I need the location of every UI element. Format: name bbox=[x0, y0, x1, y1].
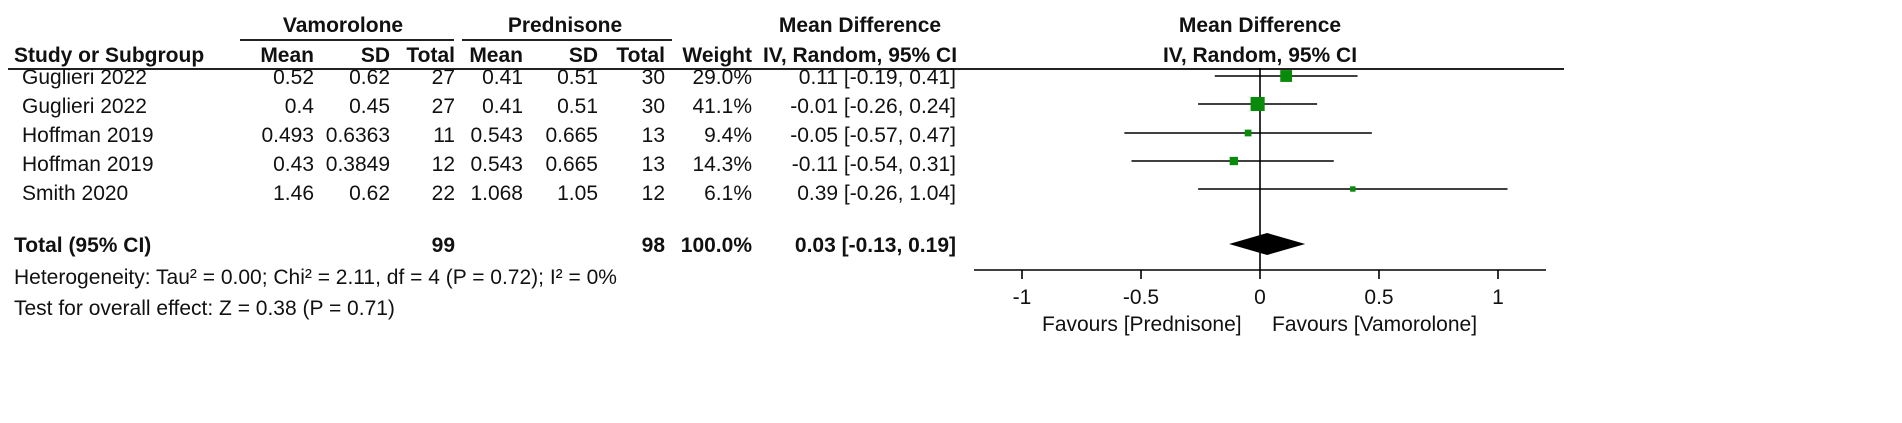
mean2-cell: 0.543 bbox=[470, 124, 523, 147]
weight-cell: 29.0% bbox=[692, 66, 752, 89]
study-name: Hoffman 2019 bbox=[22, 153, 154, 176]
ci-cell: -0.11 [-0.54, 0.31] bbox=[791, 153, 956, 176]
group2-underline bbox=[462, 39, 672, 41]
ci-cell: -0.05 [-0.57, 0.47] bbox=[790, 124, 956, 147]
mean1-cell: 0.493 bbox=[261, 124, 314, 147]
effect-title: Mean Difference bbox=[778, 14, 942, 37]
study-effect-marker bbox=[1244, 129, 1252, 137]
mean2-cell: 0.41 bbox=[482, 95, 523, 118]
total2-cell: 30 bbox=[641, 66, 665, 89]
total2-cell: 13 bbox=[641, 124, 665, 147]
col-mean1: Mean bbox=[260, 44, 314, 67]
total-weight: 100.0% bbox=[680, 234, 752, 257]
study-name: Guglieri 2022 bbox=[22, 95, 147, 118]
total1-sum: 99 bbox=[431, 234, 455, 257]
ci-cell: 0.39 [-0.26, 1.04] bbox=[797, 182, 956, 205]
col-total1: Total bbox=[406, 44, 455, 67]
weight-cell: 6.1% bbox=[704, 182, 752, 205]
col-mean2: Mean bbox=[469, 44, 523, 67]
overall-effect-diamond bbox=[1229, 233, 1306, 255]
study-effect-marker bbox=[1280, 70, 1293, 82]
ci-cell: 0.11 [-0.19, 0.41] bbox=[798, 66, 956, 89]
group1-underline bbox=[240, 39, 454, 41]
sd1-cell: 0.3849 bbox=[325, 153, 390, 176]
sd2-cell: 0.665 bbox=[545, 153, 598, 176]
mean1-cell: 0.52 bbox=[273, 66, 314, 89]
x-tick-label: 0.5 bbox=[1364, 286, 1393, 309]
overall-effect-text: Test for overall effect: Z = 0.38 (P = 0… bbox=[14, 297, 395, 320]
heterogeneity-text: Heterogeneity: Tau² = 0.00; Chi² = 2.11,… bbox=[14, 266, 617, 289]
col-ci: IV, Random, 95% CI bbox=[762, 44, 958, 67]
total2-cell: 30 bbox=[641, 95, 665, 118]
plot-subtitle: IV, Random, 95% CI bbox=[1162, 44, 1358, 67]
mean1-cell: 1.46 bbox=[273, 182, 314, 205]
total-ci: 0.03 [-0.13, 0.19] bbox=[794, 234, 956, 257]
favours-right-label: Favours [Vamorolone] bbox=[1272, 313, 1478, 336]
mean1-cell: 0.4 bbox=[284, 95, 314, 118]
col-study: Study or Subgroup bbox=[14, 44, 205, 67]
total1-cell: 27 bbox=[431, 95, 455, 118]
study-name: Guglieri 2022 bbox=[22, 66, 147, 89]
total1-cell: 11 bbox=[433, 124, 455, 147]
sd2-cell: 1.05 bbox=[557, 182, 598, 205]
sd2-cell: 0.51 bbox=[557, 66, 598, 89]
sd1-cell: 0.6363 bbox=[325, 124, 390, 147]
x-tick-label: 0 bbox=[1254, 286, 1266, 309]
sd2-cell: 0.665 bbox=[545, 124, 598, 147]
total1-cell: 27 bbox=[431, 66, 455, 89]
weight-cell: 9.4% bbox=[704, 124, 752, 147]
study-name: Hoffman 2019 bbox=[22, 124, 154, 147]
weight-cell: 41.1% bbox=[692, 95, 752, 118]
study-effect-marker bbox=[1350, 186, 1356, 192]
total1-cell: 22 bbox=[431, 182, 455, 205]
sd1-cell: 0.62 bbox=[349, 182, 390, 205]
col-sd2: SD bbox=[568, 44, 598, 67]
weight-cell: 14.3% bbox=[692, 153, 752, 176]
x-tick-label: -1 bbox=[1013, 286, 1032, 309]
ci-cell: -0.01 [-0.26, 0.24] bbox=[790, 95, 956, 118]
mean2-cell: 0.41 bbox=[482, 66, 523, 89]
favours-left-label: Favours [Prednisone] bbox=[1042, 313, 1242, 336]
header-rule bbox=[8, 68, 1564, 70]
sd1-cell: 0.62 bbox=[349, 66, 390, 89]
total-label: Total (95% CI) bbox=[14, 234, 152, 257]
col-total2: Total bbox=[616, 44, 665, 67]
group1-label: Vamorolone bbox=[282, 14, 404, 37]
study-effect-marker bbox=[1250, 96, 1265, 112]
col-weight: Weight bbox=[682, 44, 752, 67]
mean2-cell: 1.068 bbox=[470, 182, 523, 205]
x-tick-label: -0.5 bbox=[1123, 286, 1159, 309]
total2-cell: 13 bbox=[641, 153, 665, 176]
col-sd1: SD bbox=[360, 44, 390, 67]
total1-cell: 12 bbox=[431, 153, 455, 176]
total2-sum: 98 bbox=[641, 234, 665, 257]
sd2-cell: 0.51 bbox=[557, 95, 598, 118]
total2-cell: 12 bbox=[641, 182, 665, 205]
plot-title: Mean Difference bbox=[1178, 14, 1342, 37]
sd1-cell: 0.45 bbox=[349, 95, 390, 118]
mean1-cell: 0.43 bbox=[273, 153, 314, 176]
study-effect-marker bbox=[1229, 156, 1238, 166]
x-tick-label: 1 bbox=[1492, 286, 1504, 309]
study-name: Smith 2020 bbox=[22, 182, 129, 205]
group2-label: Prednisone bbox=[507, 14, 623, 37]
mean2-cell: 0.543 bbox=[470, 153, 523, 176]
